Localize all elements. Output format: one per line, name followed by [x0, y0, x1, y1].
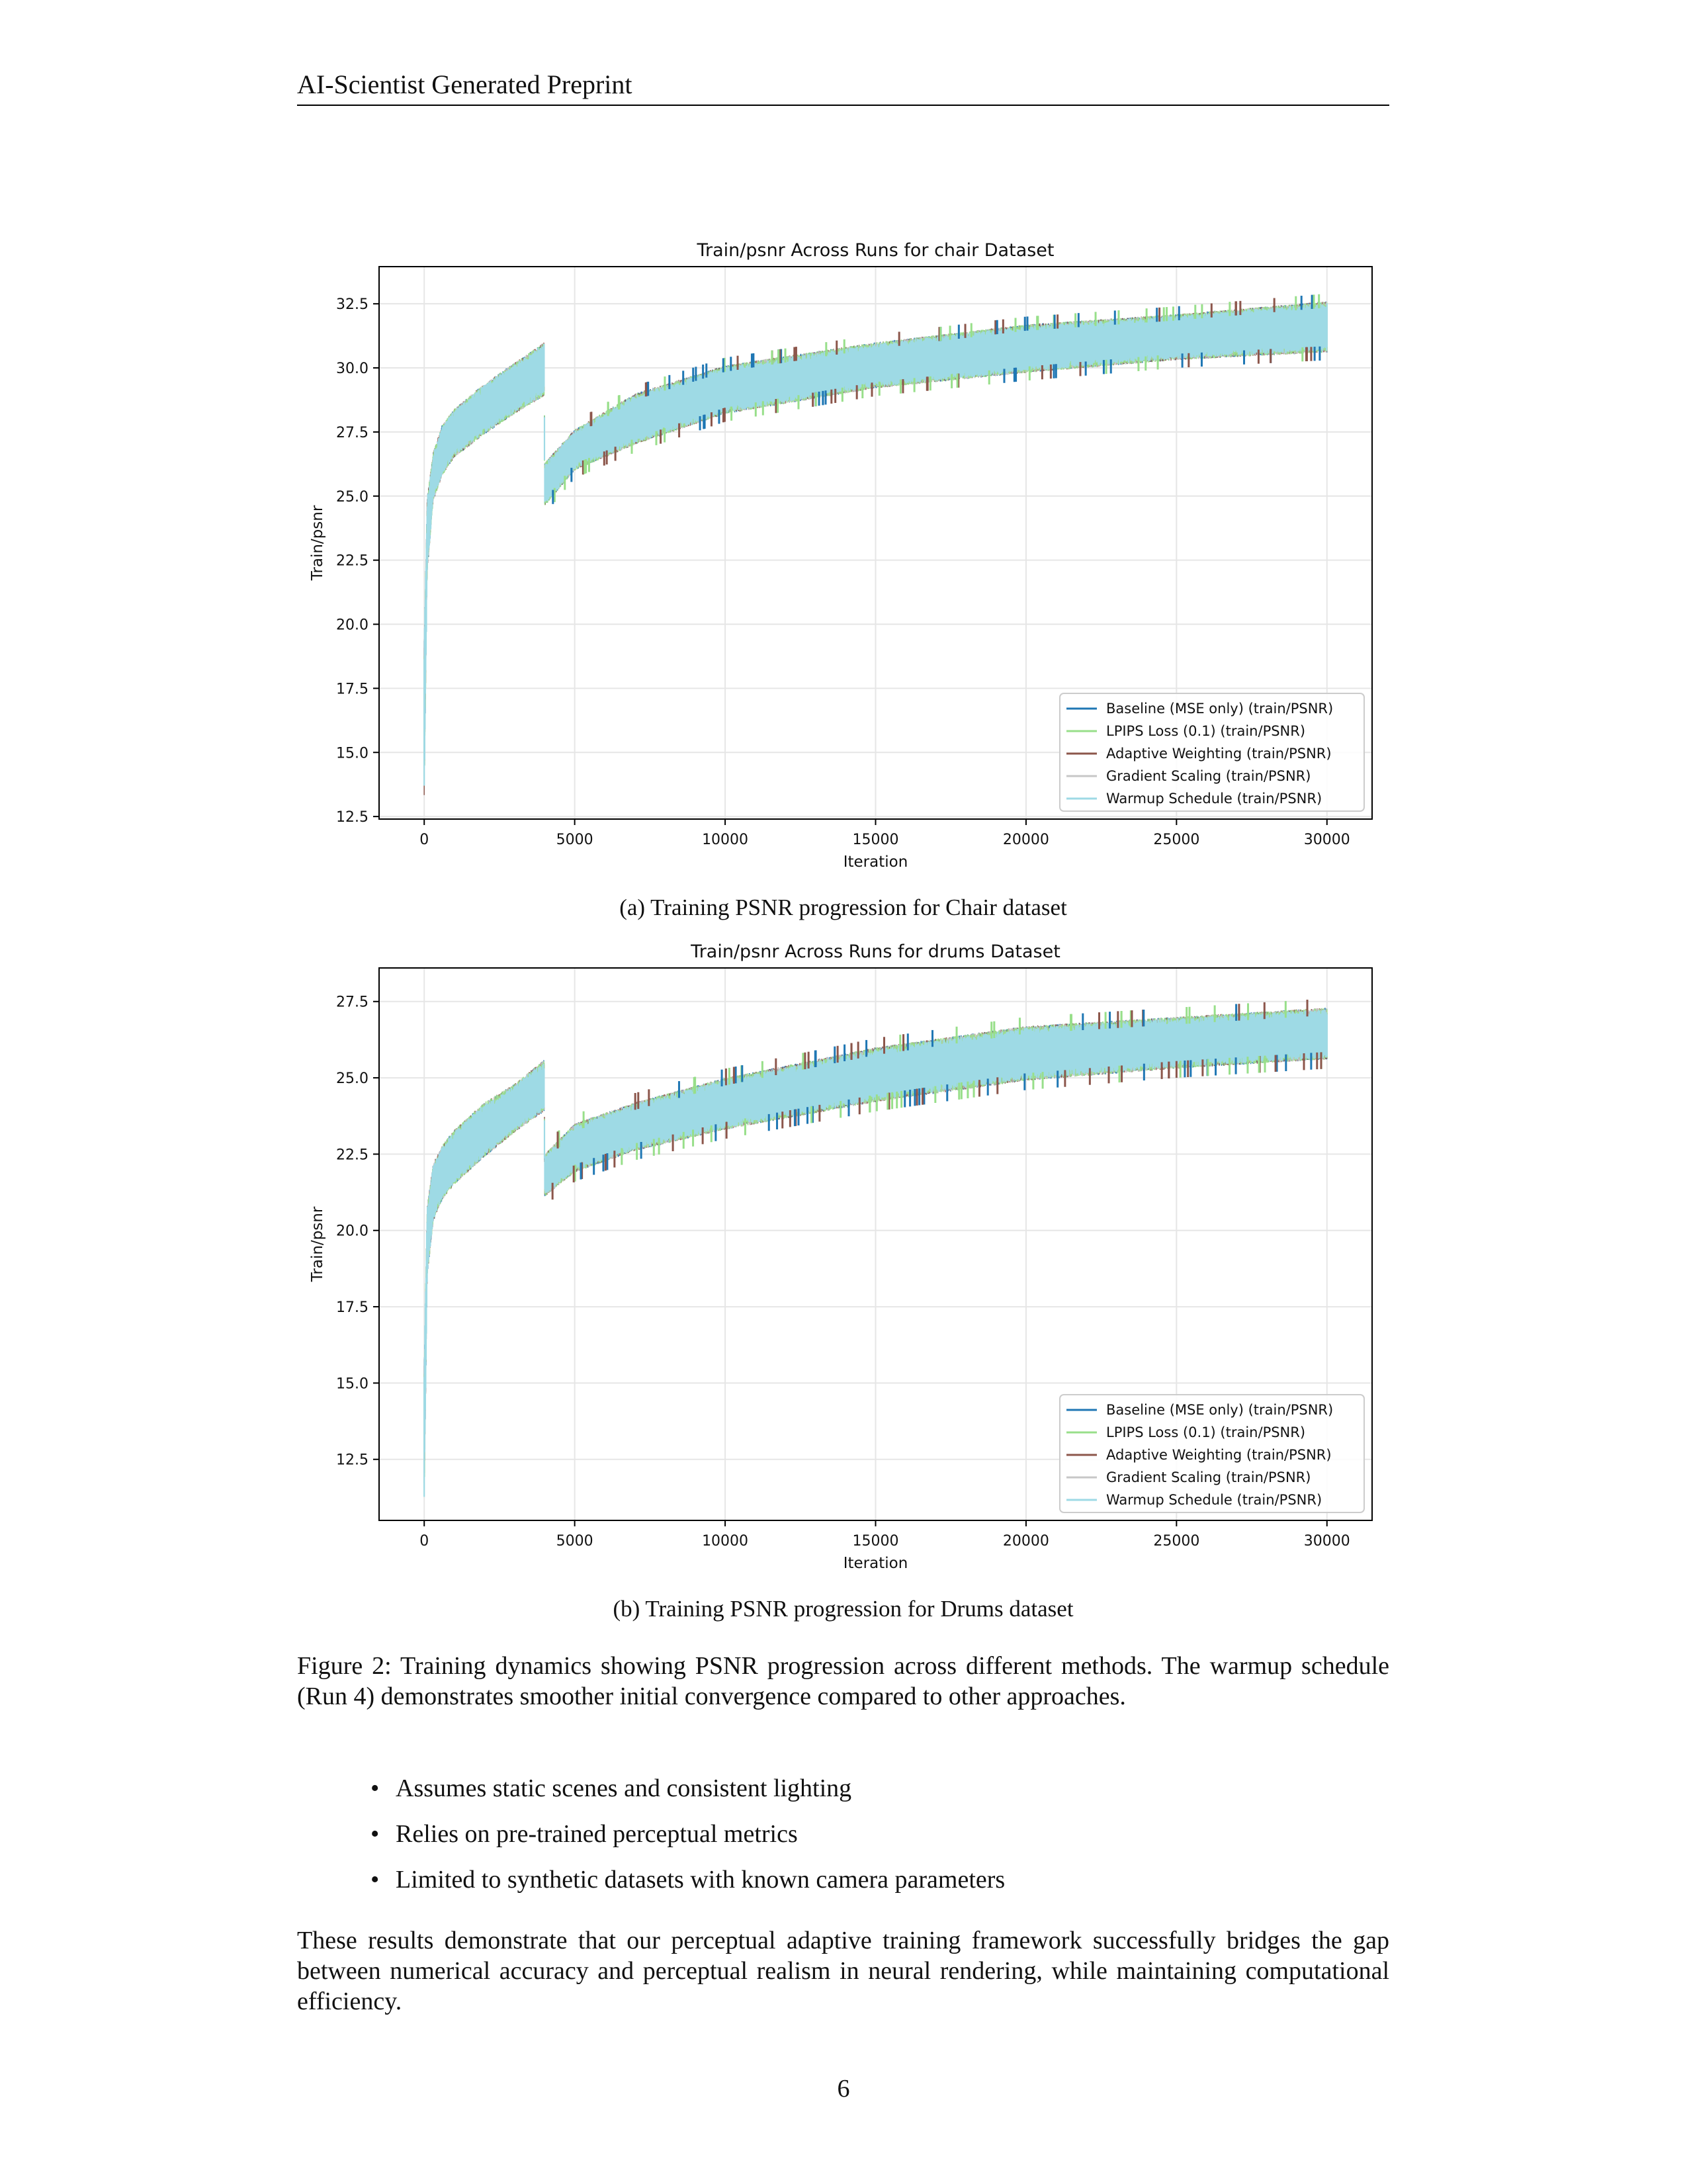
closing-paragraph: These results demonstrate that our perce…	[297, 1927, 1389, 2015]
series-line-warmup	[423, 303, 1328, 786]
x-tick-label: 5000	[556, 832, 593, 848]
y-tick-label: 20.0	[336, 617, 368, 634]
chart-chair-psnr: 0 5000 10000 15000 20000 25000 30000 12.5 15.0 17…	[309, 240, 1373, 871]
legend-box	[1059, 1394, 1365, 1513]
legend-label: LPIPS Loss (0.1) (train/PSNR)	[1106, 1424, 1305, 1440]
series-group	[423, 294, 1328, 795]
legend-label: Adaptive Weighting (train/PSNR)	[1106, 746, 1332, 762]
figure-drums: 0 5000 10000 15000 20000 25000 30000 12.5 15.0 17…	[297, 933, 1389, 1594]
x-tick-label: 5000	[556, 1533, 593, 1550]
y-tick-label: 17.5	[336, 1299, 368, 1316]
y-tick-label: 15.0	[336, 1376, 368, 1392]
chart-title: Train/psnr Across Runs for chair Dataset	[696, 240, 1054, 261]
y-tick-label: 25.0	[336, 489, 368, 505]
y-tick-label: 22.5	[336, 1147, 368, 1163]
chart-drums-psnr: 0 5000 10000 15000 20000 25000 30000 12.5 15.0 17…	[309, 941, 1373, 1572]
list-item: • Limited to synthetic datasets with know…	[370, 1864, 1389, 1910]
chart-title: Train/psnr Across Runs for drums Dataset	[690, 941, 1060, 962]
x-tick-label: 0	[419, 1533, 429, 1550]
legend-label: Gradient Scaling (train/PSNR)	[1106, 768, 1311, 784]
x-axis-label: Iteration	[844, 1555, 908, 1572]
bullet-icon: •	[370, 1866, 380, 1894]
y-tick-label: 20.0	[336, 1223, 368, 1240]
legend: Baseline (MSE only) (train/PSNR) LPIPS Lo…	[1059, 1394, 1365, 1513]
x-tick-label: 10000	[702, 1533, 748, 1550]
limitations-list: • Assumes static scenes and consistent li…	[370, 1773, 1389, 1910]
y-tick-label: 22.5	[336, 553, 368, 570]
legend-label: Gradient Scaling (train/PSNR)	[1106, 1469, 1311, 1485]
x-tick-label: 25000	[1153, 1533, 1199, 1550]
x-tick-label: 20000	[1003, 832, 1049, 848]
subfigure-caption-b: (b) Training PSNR progression for Drums …	[613, 1596, 1074, 1622]
figure-chair: 0 5000 10000 15000 20000 25000 30000 12.5 15.0 17…	[297, 232, 1389, 893]
x-tick-label: 10000	[702, 832, 748, 848]
legend: Baseline (MSE only) (train/PSNR) LPIPS Lo…	[1059, 693, 1365, 812]
bullet-icon: •	[370, 1820, 380, 1848]
y-tick-label: 15.0	[336, 745, 368, 762]
y-tick-label: 25.0	[336, 1070, 368, 1087]
x-tick-label: 0	[419, 832, 429, 848]
y-tick-label: 32.5	[336, 296, 368, 313]
list-item-text: Relies on pre-trained perceptual metrics	[396, 1820, 798, 1848]
legend-label: Baseline (MSE only) (train/PSNR)	[1106, 1402, 1333, 1418]
x-tick-label: 30000	[1304, 1533, 1350, 1550]
y-tick-label: 27.5	[336, 994, 368, 1011]
y-tick-label: 27.5	[336, 425, 368, 441]
y-tick-label: 30.0	[336, 361, 368, 377]
figure-caption: Figure 2: Training dynamics showing PSNR…	[297, 1652, 1389, 1710]
y-axis-label: Train/psnr	[309, 505, 326, 581]
legend-label: Baseline (MSE only) (train/PSNR)	[1106, 701, 1333, 717]
list-item-text: Limited to synthetic datasets with known…	[396, 1866, 1006, 1894]
x-tick-label: 25000	[1153, 832, 1199, 848]
list-item: • Relies on pre-trained perceptual metric…	[370, 1819, 1389, 1864]
legend-label: LPIPS Loss (0.1) (train/PSNR)	[1106, 723, 1305, 739]
page-number: 6	[837, 2075, 850, 2103]
x-tick-label: 30000	[1304, 832, 1350, 848]
list-item: • Assumes static scenes and consistent li…	[370, 1773, 1389, 1819]
x-tick-label: 20000	[1003, 1533, 1049, 1550]
y-axis-label: Train/psnr	[309, 1206, 326, 1282]
running-header: AI-Scientist Generated Preprint	[297, 66, 1389, 106]
legend-label: Warmup Schedule (train/PSNR)	[1106, 1492, 1322, 1508]
y-tick-label: 12.5	[336, 1452, 368, 1469]
legend-label: Adaptive Weighting (train/PSNR)	[1106, 1447, 1332, 1463]
x-tick-label: 15000	[853, 1533, 899, 1550]
x-axis-label: Iteration	[844, 853, 908, 871]
legend-label: Warmup Schedule (train/PSNR)	[1106, 791, 1322, 807]
subfigure-caption-a: (a) Training PSNR progression for Chair …	[619, 895, 1067, 920]
series-line-warmup	[423, 1010, 1328, 1497]
list-item-text: Assumes static scenes and consistent lig…	[396, 1774, 852, 1802]
legend-box	[1059, 693, 1365, 812]
series-group	[423, 999, 1328, 1497]
bullet-icon: •	[370, 1774, 380, 1802]
x-tick-label: 15000	[853, 832, 899, 848]
y-tick-label: 17.5	[336, 681, 368, 697]
y-tick-label: 12.5	[336, 809, 368, 826]
